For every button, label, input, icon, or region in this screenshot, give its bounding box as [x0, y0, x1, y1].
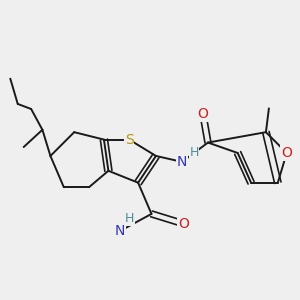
- Text: O: O: [281, 146, 292, 160]
- Text: O: O: [178, 217, 189, 231]
- Text: H: H: [124, 212, 134, 226]
- Text: N: N: [115, 224, 125, 238]
- Text: S: S: [125, 133, 134, 147]
- Text: H: H: [189, 146, 199, 160]
- Text: N: N: [177, 155, 187, 169]
- Text: O: O: [197, 107, 208, 121]
